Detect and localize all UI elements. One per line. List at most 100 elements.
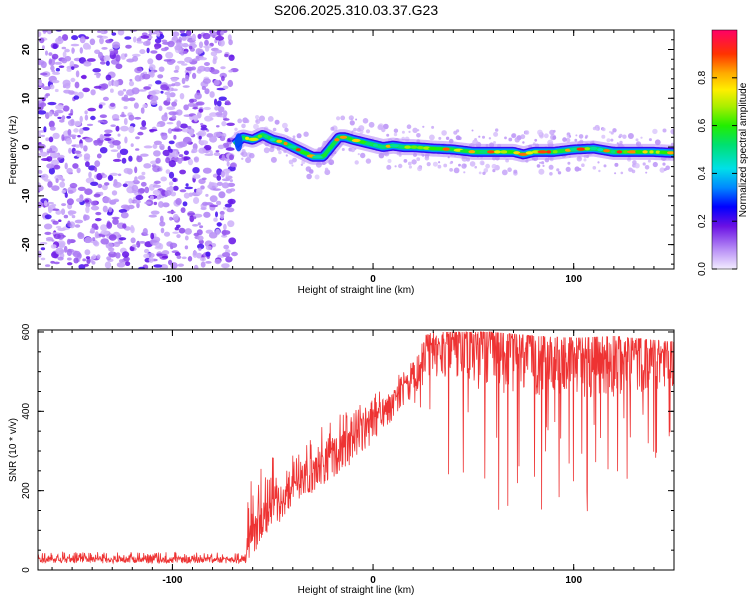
noise-speckle xyxy=(202,32,211,40)
halo-speckle xyxy=(241,149,246,154)
noise-speckle xyxy=(150,100,158,106)
noise-speckle xyxy=(203,106,211,111)
noise-speckle xyxy=(105,39,113,44)
noise-speckle xyxy=(161,189,167,196)
halo-speckle xyxy=(429,134,435,141)
halo-speckle xyxy=(259,115,265,122)
ridge-peak xyxy=(450,147,455,152)
ridge-peak xyxy=(513,151,521,155)
noise-speckle xyxy=(155,80,162,85)
halo-speckle xyxy=(458,163,461,167)
noise-speckle xyxy=(216,181,223,186)
noise-speckle xyxy=(70,118,75,126)
noise-speckle xyxy=(119,259,124,263)
noise-speckle xyxy=(201,177,207,181)
noise-speckle xyxy=(204,45,210,52)
noise-speckle xyxy=(117,133,121,137)
noise-speckle xyxy=(74,91,79,97)
noise-speckle xyxy=(198,108,203,113)
noise-speckle xyxy=(96,173,103,181)
noise-speckle xyxy=(229,154,234,161)
noise-speckle xyxy=(155,157,161,164)
noise-speckle xyxy=(198,147,207,154)
noise-speckle xyxy=(180,33,188,37)
noise-speckle xyxy=(96,35,103,38)
noise-speckle xyxy=(102,196,111,204)
halo-speckle xyxy=(640,136,643,139)
noise-speckle xyxy=(112,118,120,121)
colorbar-gradient xyxy=(711,29,738,270)
noise-speckle xyxy=(168,181,174,186)
noise-speckle xyxy=(134,116,142,120)
noise-speckle xyxy=(149,195,154,201)
noise-speckle xyxy=(216,100,222,107)
ridge-peak xyxy=(546,150,551,154)
ridge-peak xyxy=(334,138,340,142)
noise-speckle xyxy=(96,153,102,159)
noise-speckle xyxy=(61,115,66,121)
noise-speckle xyxy=(61,46,67,50)
noise-speckle xyxy=(69,60,75,68)
noise-speckle xyxy=(176,120,182,127)
noise-speckle xyxy=(152,184,161,188)
noise-speckle xyxy=(64,162,68,170)
halo-speckle xyxy=(350,147,356,153)
noise-speckle xyxy=(111,190,118,196)
noise-speckle xyxy=(213,152,221,157)
noise-speckle xyxy=(73,95,80,100)
ridge-peak xyxy=(321,153,328,157)
noise-speckle xyxy=(46,150,56,154)
halo-speckle xyxy=(565,166,571,172)
noise-speckle xyxy=(197,111,202,119)
noise-speckle xyxy=(87,44,92,50)
noise-speckle xyxy=(133,199,141,204)
noise-speckle xyxy=(143,145,153,149)
noise-speckle xyxy=(192,167,200,174)
noise-speckle xyxy=(70,66,75,70)
noise-speckle xyxy=(195,187,203,195)
noise-speckle xyxy=(83,263,89,267)
noise-speckle xyxy=(128,155,133,162)
noise-speckle xyxy=(224,53,229,58)
ridge-peak xyxy=(552,150,558,154)
spectrogram-y-label: Frequency (Hz) xyxy=(8,116,19,185)
snr-series xyxy=(38,331,674,565)
noise-speckle xyxy=(166,94,171,99)
noise-speckle xyxy=(54,88,59,93)
noise-speckle xyxy=(161,133,168,141)
noise-speckle xyxy=(189,215,195,223)
noise-speckle xyxy=(156,123,161,127)
noise-speckle xyxy=(228,237,237,245)
noise-speckle xyxy=(132,180,140,185)
noise-speckle xyxy=(188,45,193,50)
noise-speckle xyxy=(101,234,106,238)
noise-speckle xyxy=(43,179,51,182)
noise-speckle xyxy=(192,72,197,79)
noise-speckle xyxy=(130,143,134,148)
noise-speckle xyxy=(61,34,69,41)
noise-speckle xyxy=(146,47,150,54)
noise-speckle xyxy=(66,238,71,245)
noise-speckle xyxy=(164,190,172,196)
noise-speckle xyxy=(41,173,49,181)
noise-speckle xyxy=(52,71,61,75)
noise-speckle xyxy=(142,73,151,80)
halo-speckle xyxy=(438,161,441,164)
ridge-peak xyxy=(659,150,670,154)
noise-speckle xyxy=(67,129,72,136)
noise-speckle xyxy=(94,231,99,239)
noise-speckle xyxy=(72,250,81,258)
noise-speckle xyxy=(134,166,138,174)
noise-speckle xyxy=(61,58,68,64)
noise-speckle xyxy=(219,210,225,216)
noise-speckle xyxy=(226,256,233,260)
noise-speckle xyxy=(192,250,198,258)
y-tick-label: 0 xyxy=(21,144,32,150)
halo-speckle xyxy=(493,131,499,137)
noise-speckle xyxy=(119,148,129,155)
halo-speckle xyxy=(255,115,260,120)
noise-speckle xyxy=(40,247,46,251)
noise-speckle xyxy=(227,79,234,88)
noise-speckle xyxy=(179,169,187,175)
noise-speckle xyxy=(120,125,129,132)
